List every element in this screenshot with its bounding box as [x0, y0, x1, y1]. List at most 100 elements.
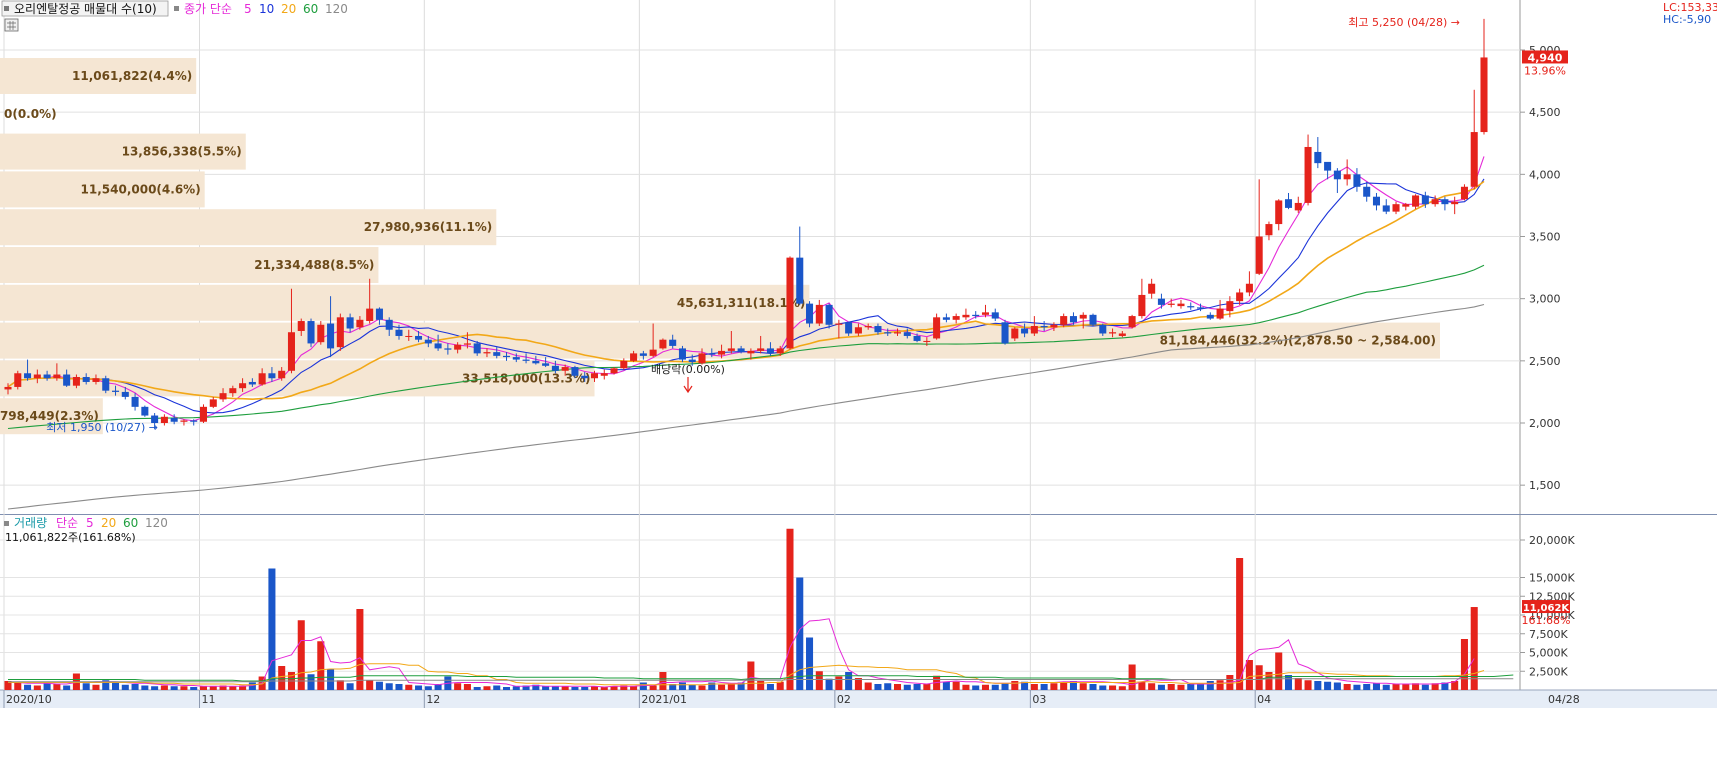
volume-tick-label: 7,500K [1529, 628, 1568, 641]
candle-body [1245, 283, 1253, 293]
volume-bar [542, 686, 550, 690]
volume-bar [806, 637, 814, 690]
date-axis-label: 11 [201, 693, 215, 706]
volume-bar [571, 687, 579, 690]
candle-body [1069, 316, 1077, 323]
candle-body [542, 363, 550, 366]
volume-bar [1109, 685, 1117, 690]
volume-bar [1128, 664, 1136, 690]
candle-body [1177, 303, 1185, 307]
candle-body [366, 308, 374, 322]
volume-bar [1187, 684, 1195, 690]
volume-bar [727, 684, 735, 690]
candle-body [1333, 170, 1341, 180]
volume-bar [239, 685, 247, 690]
candle-body [1001, 322, 1009, 344]
candle-body [483, 352, 491, 354]
volume-bar [1372, 683, 1380, 690]
ma120-price-line [7, 303, 1485, 510]
candle-body [121, 391, 129, 397]
volume-info: 11,061,822주(161.68%) [5, 531, 136, 544]
volume-bar [1363, 684, 1371, 690]
volume-bar [502, 687, 511, 690]
candle-body [278, 370, 286, 379]
candle-body [170, 418, 178, 422]
price-tick-label: 2,500 [1529, 355, 1561, 368]
volume-bar [209, 686, 217, 690]
candle-body [424, 339, 432, 344]
candle-body [1275, 200, 1283, 225]
candle-body [1148, 283, 1156, 294]
candle-body [405, 335, 413, 337]
candle-body [913, 335, 921, 341]
volume-bar [190, 687, 198, 690]
volume-bar [1157, 684, 1165, 690]
volume-bar [1197, 683, 1205, 690]
volume-bar [473, 687, 481, 690]
date-axis-label: 03 [1032, 693, 1046, 706]
volume-bar [874, 684, 882, 690]
grid-toggle-icon[interactable] [4, 18, 19, 32]
volume-bar [688, 684, 696, 690]
candle-body [590, 373, 599, 379]
volume-bar [512, 686, 520, 690]
candle-body [82, 376, 90, 382]
volume-bar [199, 686, 208, 690]
volume-profile-bar [0, 133, 246, 170]
volume-profile-label: 33,518,000(13.3%) [462, 371, 591, 385]
candle-body [512, 357, 520, 360]
volume-bar [1460, 639, 1468, 690]
volume-bar [346, 683, 354, 690]
candle-body [757, 348, 765, 351]
date-axis-label: 04 [1257, 693, 1271, 706]
candle-body [1109, 332, 1117, 334]
chart-title: 오리엔탈정공 매물대 수(10) [14, 2, 157, 16]
price-tick-label: 4,500 [1529, 106, 1561, 119]
volume-ratio-label: 161.68% [1522, 614, 1571, 627]
candle-body [493, 352, 501, 356]
last-price-label: 4,940 [1528, 51, 1563, 64]
candle-body [1470, 132, 1478, 187]
candle-body [268, 373, 276, 379]
volume-bar [659, 672, 667, 690]
candle-body [1050, 324, 1058, 328]
candle-body [43, 374, 51, 379]
volume-bar [952, 681, 960, 690]
candle-body [952, 316, 960, 320]
volume-bar [1343, 684, 1351, 690]
legend-period: 10 [259, 2, 274, 16]
volume-ma120-line [8, 678, 1514, 683]
volume-bar [63, 685, 71, 690]
candle-body [444, 348, 452, 350]
candle-body [571, 367, 579, 376]
candle-body [92, 378, 100, 382]
volume-bar [1255, 665, 1263, 690]
candle-body [1128, 316, 1136, 328]
price-tick-label: 2,000 [1529, 417, 1561, 430]
volume-bar [991, 684, 999, 690]
volume-bar [356, 609, 364, 690]
candle-body [1294, 202, 1302, 211]
volume-bar [336, 680, 344, 690]
volume-bar [1011, 681, 1019, 690]
candle-body [112, 390, 120, 392]
candle-body [434, 343, 442, 349]
title-box[interactable] [1, 0, 169, 17]
volume-bar [112, 682, 120, 690]
candle-body [561, 367, 569, 371]
candle-body [317, 324, 325, 343]
legend-period: 20 [281, 2, 296, 16]
candle-body [1226, 301, 1234, 312]
volume-bar [786, 528, 794, 690]
candle-body [1138, 294, 1146, 317]
candle-body [1030, 326, 1038, 334]
candle-body [1118, 333, 1126, 336]
volume-bar [981, 684, 990, 690]
volume-bar [1441, 682, 1449, 690]
volume-bar [180, 686, 188, 690]
volume-ma20-line [8, 663, 1485, 686]
candle-body [649, 349, 657, 356]
volume-profile-bar [0, 171, 205, 208]
volume-bar [1402, 684, 1410, 690]
volume-profile-label: 5,798,449(2.3%) [0, 409, 99, 423]
